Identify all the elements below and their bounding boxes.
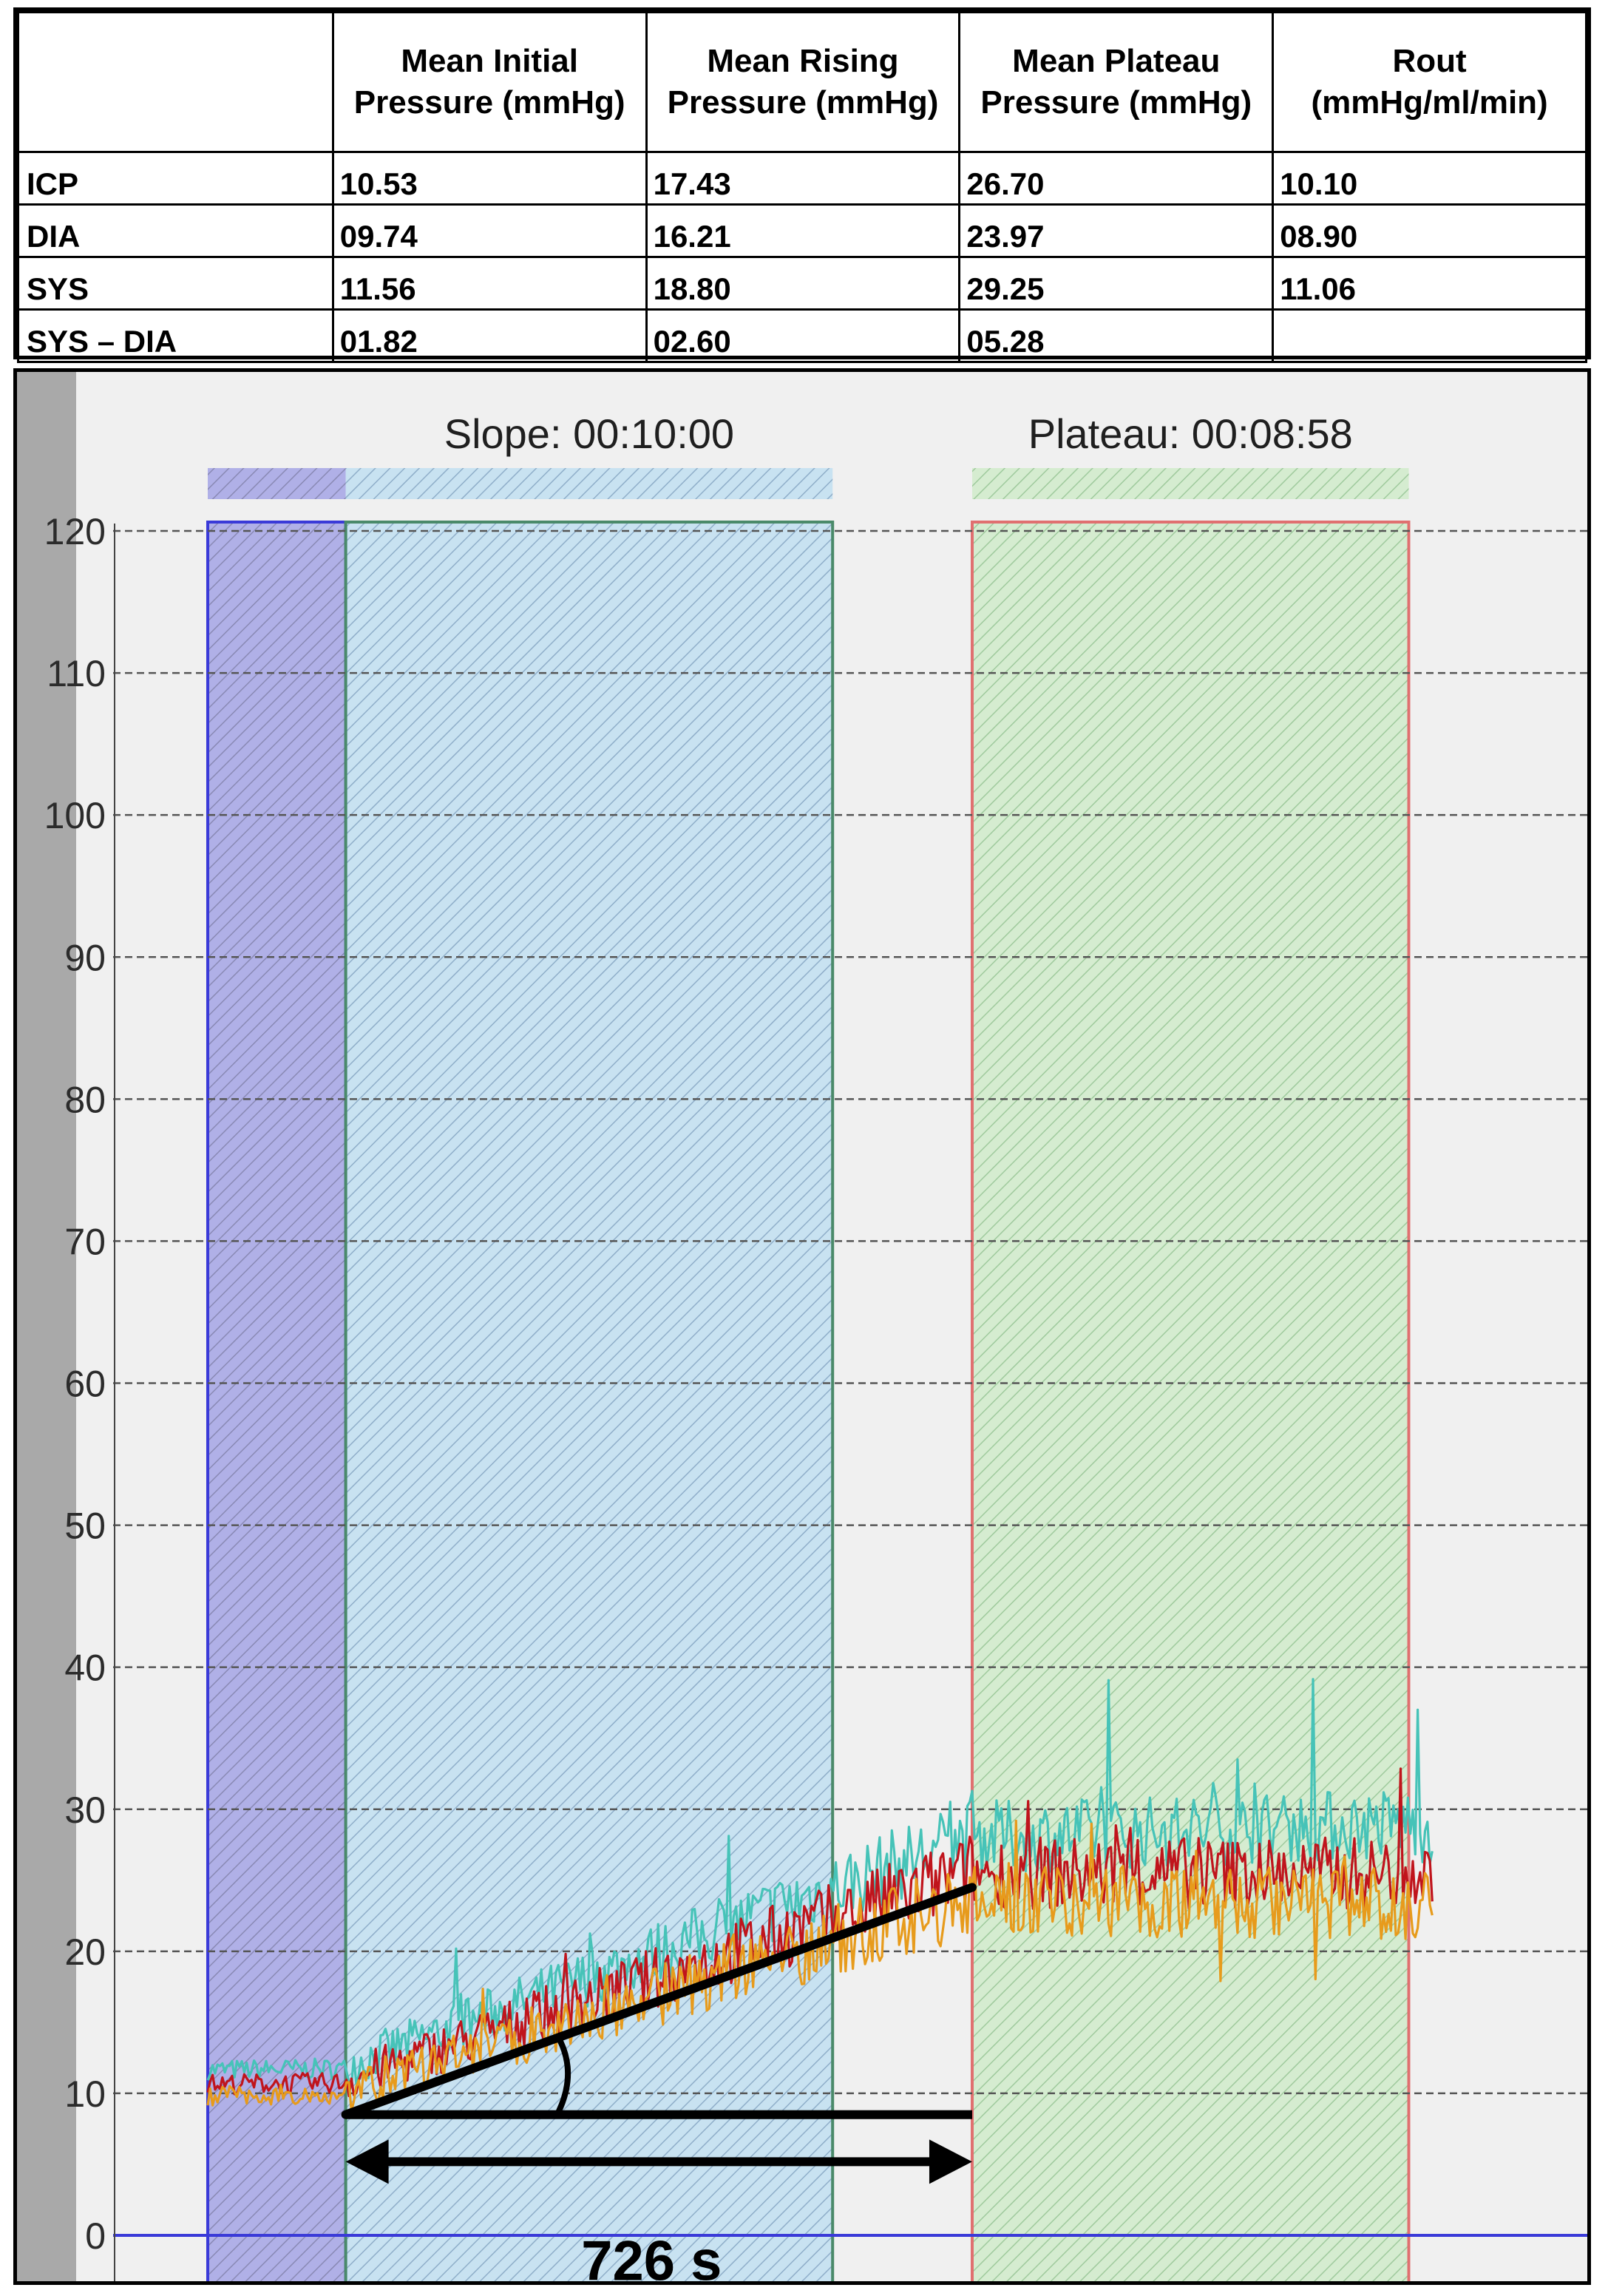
series-line-icp [206, 1767, 1434, 2098]
slope-line [341, 1883, 977, 2119]
table-cell: 17.43 [645, 151, 961, 206]
table-cell: 18.80 [645, 256, 961, 311]
table-header-cell: Mean Initial Pressure (mmHg) [331, 11, 648, 153]
table-header-cell: Rout (mmHg/ml/min) [1272, 11, 1587, 153]
table-cell: 05.28 [958, 308, 1275, 363]
duration-arrow-left-head [345, 2139, 389, 2184]
table-row: DIA 09.74 16.21 23.97 08.90 [17, 203, 1587, 258]
table-cell: 08.90 [1272, 203, 1587, 258]
slope-region-label: Slope: 00:10:00 [444, 410, 734, 457]
summary-table: Mean Initial Pressure (mmHg) Mean Rising… [13, 7, 1591, 363]
y-tick-label: 120 [44, 511, 106, 552]
y-tick-label: 60 [64, 1364, 106, 1405]
duration-label: 726 s [581, 2229, 722, 2281]
table-cell: 02.60 [645, 308, 961, 363]
row-label: ICP [17, 151, 334, 206]
y-tick-label: 0 [85, 2215, 106, 2257]
table-row: ICP 10.53 17.43 26.70 10.10 [17, 151, 1587, 206]
chart-panel: Slope: 00:10:00 Plateau: 00:08:58 0 10 20 30 4… [13, 368, 1591, 2285]
y-tick-label: 110 [47, 653, 106, 694]
row-label: DIA [17, 203, 334, 258]
table-cell: 10.10 [1272, 151, 1587, 206]
table-cell: 09.74 [331, 203, 648, 258]
table-cell: 01.82 [331, 308, 648, 363]
y-tick-label: 40 [64, 1648, 106, 1689]
table-cell: 11.56 [331, 256, 648, 311]
y-tick-label: 70 [64, 1221, 106, 1262]
table-header-cell [17, 11, 334, 153]
y-tick-label: 50 [64, 1506, 106, 1547]
table-row: SYS 11.56 18.80 29.25 11.06 [17, 256, 1587, 311]
y-tick-label: 90 [64, 937, 106, 978]
row-label: SYS [17, 256, 334, 311]
row-label: SYS – DIA [17, 308, 334, 363]
table-cell: 23.97 [958, 203, 1275, 258]
table-cell: 29.25 [958, 256, 1275, 311]
pressure-chart: Slope: 00:10:00 Plateau: 00:08:58 0 10 20 30 4… [44, 372, 1587, 2281]
angle-arc [555, 2039, 571, 2113]
baseline-region-tab-hatch [208, 468, 346, 499]
y-tick-label: 30 [64, 1789, 106, 1831]
table-cell: 16.21 [645, 203, 961, 258]
table-header-cell: Mean Plateau Pressure (mmHg) [958, 11, 1275, 153]
table-cell [1272, 308, 1587, 363]
baseline-region-hatch [208, 522, 346, 2281]
y-tick-label: 100 [44, 795, 106, 836]
table-row: SYS – DIA 01.82 02.60 05.28 [17, 308, 1587, 363]
slope-region-hatch [345, 522, 833, 2281]
y-tick-label: 80 [64, 1079, 106, 1120]
plateau-region-hatch [971, 522, 1409, 2281]
table-cell: 10.53 [331, 151, 648, 206]
y-tick-label: 20 [64, 1931, 106, 1973]
slope-region-tab-hatch [345, 468, 833, 499]
table-header-row: Mean Initial Pressure (mmHg) Mean Rising… [17, 11, 1587, 153]
table-cell: 11.06 [1272, 256, 1587, 311]
y-tick-label: 10 [64, 2073, 106, 2115]
table-cell: 26.70 [958, 151, 1275, 206]
plateau-region-tab-hatch [971, 468, 1409, 499]
table-header-cell: Mean Rising Pressure (mmHg) [645, 11, 961, 153]
duration-arrow-right-head [929, 2139, 972, 2184]
plateau-region-label: Plateau: 00:08:58 [1028, 410, 1353, 457]
